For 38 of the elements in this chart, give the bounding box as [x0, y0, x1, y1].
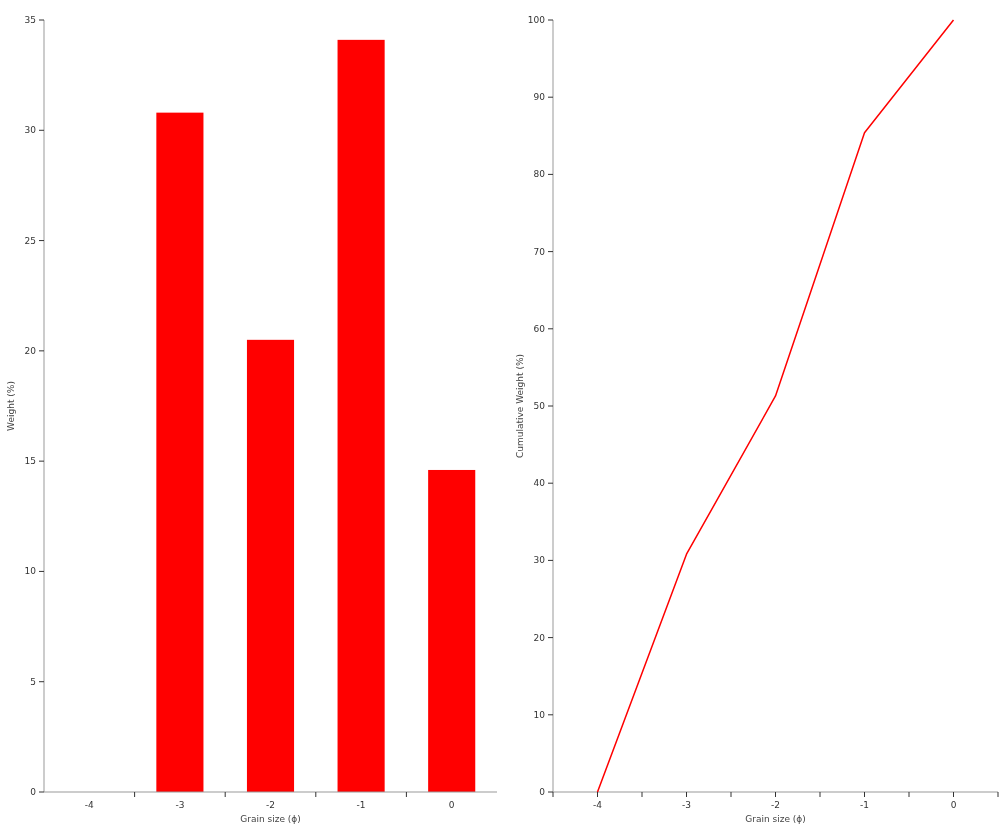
- y-tick-label: 0: [30, 787, 37, 797]
- x-tick-label: -1: [860, 800, 869, 810]
- bar: [156, 112, 204, 792]
- x-axis-title: Grain size (ϕ): [745, 814, 806, 824]
- y-tick-label: 20: [24, 345, 37, 356]
- y-tick-label: 80: [533, 169, 546, 180]
- x-tick-label: -4: [84, 800, 95, 810]
- y-tick-label: 30: [533, 555, 546, 566]
- x-axis-title: Grain size (ϕ): [240, 814, 301, 824]
- x-tick-label: -1: [356, 800, 366, 810]
- y-tick-label: 50: [533, 401, 546, 411]
- x-tick-label: -2: [771, 800, 780, 810]
- x-tick-label: -2: [266, 800, 275, 810]
- y-tick-label: 40: [533, 478, 546, 489]
- y-tick-label: 10: [24, 566, 37, 577]
- bar: [246, 339, 295, 792]
- y-tick-label: 90: [533, 92, 546, 103]
- x-tick-label: -3: [682, 800, 691, 810]
- y-axis-title: Weight (%): [6, 381, 16, 431]
- y-tick-label: 25: [24, 235, 36, 246]
- bar: [428, 469, 476, 792]
- y-tick-label: 60: [533, 323, 546, 334]
- x-tick-label: -3: [175, 800, 185, 810]
- y-tick-label: 5: [30, 676, 36, 687]
- line-series: [596, 19, 955, 793]
- y-tick-label: 0: [539, 787, 546, 797]
- x-tick-label: -4: [593, 800, 603, 810]
- y-axis-title: Cumulative Weight (%): [515, 353, 525, 459]
- bar: [337, 39, 385, 792]
- x-tick-label: 0: [950, 800, 957, 810]
- y-tick-label: 70: [533, 246, 546, 257]
- y-tick-label: 10: [533, 709, 546, 720]
- y-tick-label: 100: [527, 15, 546, 25]
- y-tick-label: 30: [24, 125, 37, 136]
- x-tick-label: 0: [448, 800, 455, 810]
- y-tick-label: 15: [24, 456, 36, 467]
- y-tick-label: 35: [24, 15, 36, 25]
- y-tick-label: 20: [533, 632, 546, 643]
